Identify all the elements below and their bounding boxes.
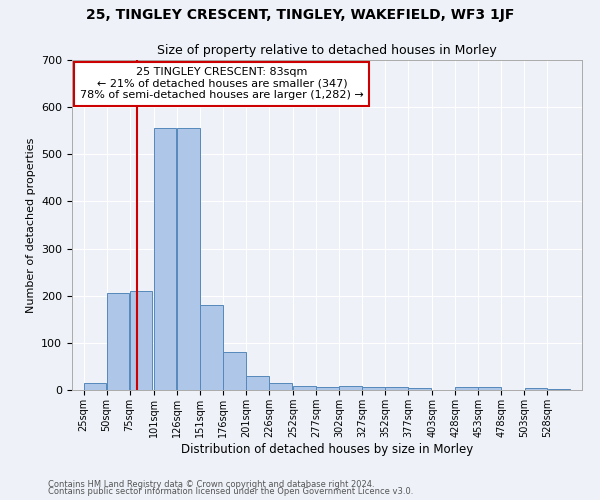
Bar (246, 376, 269, 390)
Bar (316, 386, 339, 390)
Bar (223, 352, 245, 390)
Bar (269, 383, 292, 390)
Bar (362, 386, 385, 390)
Bar (548, 388, 570, 390)
Bar (293, 386, 316, 390)
Bar (339, 386, 362, 390)
Bar (524, 388, 547, 390)
Bar (177, 128, 199, 390)
Text: 25 TINGLEY CRESCENT: 83sqm
← 21% of detached houses are smaller (347)
78% of sem: 25 TINGLEY CRESCENT: 83sqm ← 21% of deta… (80, 67, 364, 100)
Bar (455, 386, 478, 390)
Bar (130, 291, 152, 390)
Text: Contains public sector information licensed under the Open Government Licence v3: Contains public sector information licen… (48, 487, 413, 496)
Bar (478, 386, 501, 390)
X-axis label: Distribution of detached houses by size in Morley: Distribution of detached houses by size … (181, 442, 473, 456)
Bar (200, 305, 223, 390)
Bar (84, 383, 106, 390)
Bar (409, 388, 431, 390)
Bar (385, 386, 408, 390)
Bar (107, 294, 130, 390)
Y-axis label: Number of detached properties: Number of detached properties (26, 138, 35, 312)
Bar (154, 128, 176, 390)
Text: 25, TINGLEY CRESCENT, TINGLEY, WAKEFIELD, WF3 1JF: 25, TINGLEY CRESCENT, TINGLEY, WAKEFIELD… (86, 8, 514, 22)
Title: Size of property relative to detached houses in Morley: Size of property relative to detached ho… (157, 44, 497, 58)
Text: Contains HM Land Registry data © Crown copyright and database right 2024.: Contains HM Land Registry data © Crown c… (48, 480, 374, 489)
